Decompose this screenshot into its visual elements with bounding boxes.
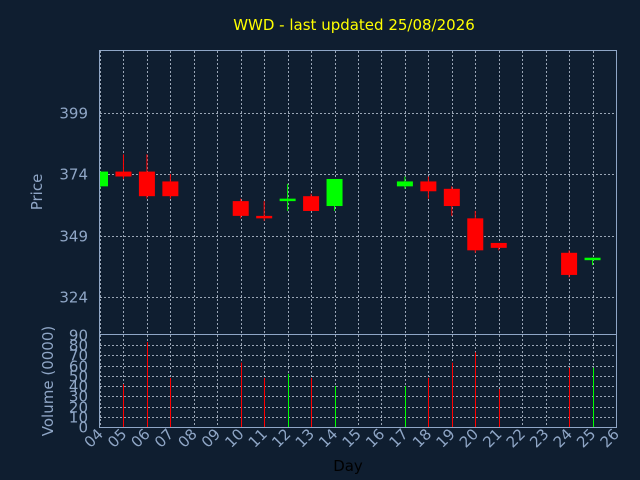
price-tick-399: 399 <box>59 105 88 123</box>
volume-series <box>123 342 594 427</box>
price-tick-374: 374 <box>59 166 88 184</box>
volume-tick-30: 30 <box>69 388 88 406</box>
candle-body-04 <box>100 171 108 187</box>
candle-body-19 <box>443 188 460 207</box>
x-tick-24: 24 <box>550 425 576 451</box>
candle-body-24 <box>561 252 578 275</box>
x-tick-15: 15 <box>339 425 365 451</box>
price-tick-324: 324 <box>59 289 88 307</box>
candle-body-05 <box>115 171 132 177</box>
volume-tick-60: 60 <box>69 358 88 376</box>
x-tick-26: 26 <box>597 425 623 451</box>
x-tick-23: 23 <box>526 425 552 451</box>
volume-tick-0: 0 <box>78 419 88 437</box>
candle-body-20 <box>467 218 484 251</box>
candle-body-13 <box>303 196 320 211</box>
x-tick-05: 05 <box>104 425 130 451</box>
candle-body-07 <box>162 181 179 197</box>
x-tick-labels: 0405060708091011121314151617181920212223… <box>81 425 623 451</box>
volume-tick-80: 80 <box>69 337 88 355</box>
candle-body-06 <box>138 171 155 197</box>
x-axis-label: Day <box>333 457 363 475</box>
price-y-tick-labels: 324 349 374 399 <box>59 105 88 307</box>
x-tick-21: 21 <box>479 425 505 451</box>
candle-body-21 <box>490 242 507 248</box>
volume-tick-10: 10 <box>69 409 88 427</box>
x-tick-17: 17 <box>386 425 412 451</box>
x-tick-07: 07 <box>151 425 177 451</box>
x-tick-25: 25 <box>573 425 599 451</box>
candle-body-25 <box>584 257 601 261</box>
volume-tick-70: 70 <box>69 347 88 365</box>
volume-axis-label: Volume (0000) <box>39 326 57 436</box>
x-tick-13: 13 <box>292 425 318 451</box>
volume-tick-50: 50 <box>69 368 88 386</box>
chart-title: WWD - last updated 25/08/2026 <box>233 16 475 34</box>
candle-body-12 <box>279 198 296 202</box>
x-tick-08: 08 <box>174 425 200 451</box>
candle-body-10 <box>232 201 249 216</box>
candle-body-14 <box>326 178 343 207</box>
x-tick-06: 06 <box>128 425 154 451</box>
volume-plot-frame <box>99 334 617 428</box>
x-tick-18: 18 <box>409 425 435 451</box>
x-tick-16: 16 <box>362 425 388 451</box>
x-tick-10: 10 <box>221 425 247 451</box>
x-tick-19: 19 <box>432 425 458 451</box>
candle-body-11 <box>256 215 273 219</box>
x-tick-09: 09 <box>198 425 224 451</box>
volume-tick-90: 90 <box>69 327 88 345</box>
x-tick-22: 22 <box>503 425 529 451</box>
volume-tick-20: 20 <box>69 399 88 417</box>
candlestick-series <box>99 154 601 278</box>
volume-gridlines <box>100 335 617 427</box>
x-tick-12: 12 <box>268 425 294 451</box>
price-axis-label: Price <box>28 174 46 211</box>
x-tick-11: 11 <box>245 425 271 451</box>
candle-body-17 <box>396 181 413 187</box>
candle-body-18 <box>420 181 437 192</box>
x-tick-20: 20 <box>456 425 482 451</box>
x-tick-14: 14 <box>315 425 341 451</box>
volume-tick-40: 40 <box>69 378 88 396</box>
price-tick-349: 349 <box>59 228 88 246</box>
